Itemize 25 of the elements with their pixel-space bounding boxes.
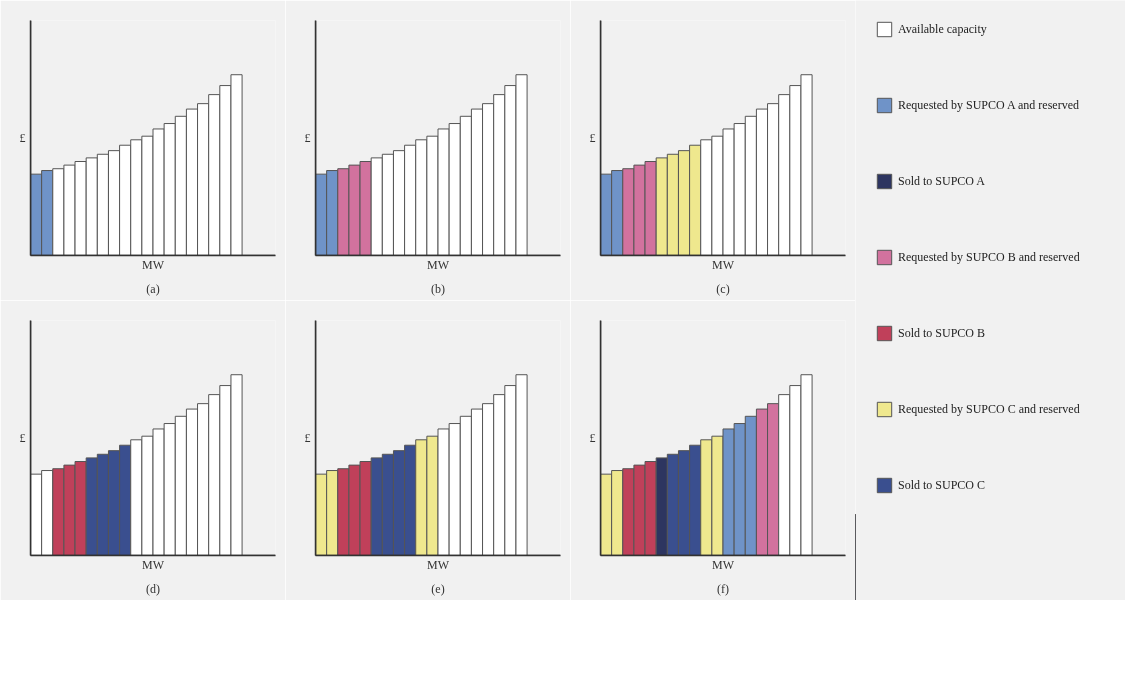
y-axis-title: £: [19, 431, 26, 445]
text: (a): [146, 281, 160, 296]
x-axis-title: MW: [712, 257, 735, 272]
x-axis-title: MW: [142, 257, 165, 272]
x-axis-title: MW: [712, 557, 735, 572]
x-axis-title: MW: [427, 557, 450, 572]
category-label: Sold to SUPCO C: [898, 477, 986, 493]
y-axis-title: £: [589, 431, 596, 445]
y-axis-title: £: [304, 131, 311, 145]
category-label: Sold to SUPCO A: [898, 173, 986, 189]
text: (d): [146, 581, 160, 596]
category-label: Requested by SUPCO A and reserved: [898, 97, 1079, 113]
text: (b): [431, 281, 445, 296]
category-label: Available capacity: [898, 21, 987, 37]
category-label: Requested by SUPCO B and reserved: [898, 249, 1080, 265]
category-label: Requested by SUPCO C and reserved: [898, 401, 1080, 417]
text: (e): [431, 581, 445, 596]
y-axis-title: £: [304, 431, 311, 445]
y-axis-title: £: [19, 131, 26, 145]
y-axis-title: £: [589, 131, 596, 145]
category-label: Sold to SUPCO B: [898, 325, 986, 341]
x-axis-title: MW: [142, 557, 165, 572]
x-axis-title: MW: [427, 257, 450, 272]
text: (c): [716, 281, 730, 296]
text: (f): [717, 581, 730, 596]
